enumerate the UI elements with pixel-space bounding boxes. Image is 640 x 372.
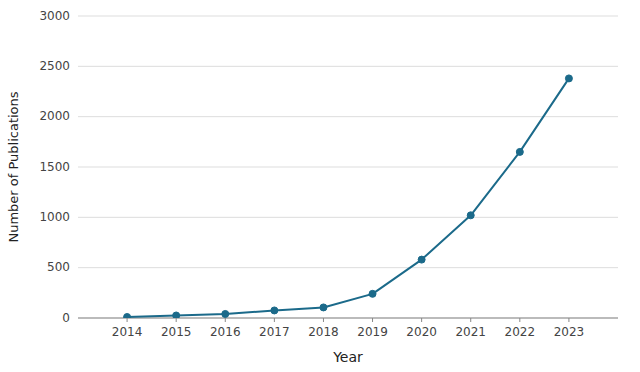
- x-tick-label: 2017: [259, 325, 290, 339]
- x-tick-label: 2021: [455, 325, 486, 339]
- data-point: [124, 313, 131, 318]
- plot-data: [124, 75, 573, 318]
- x-axis: 2014 2015 2016 2017 2018 2019 2020 2021 2022 2023: [78, 318, 618, 339]
- x-tick-mark: [225, 318, 226, 322]
- x-tick-mark: [519, 318, 520, 322]
- x-tick-mark: [421, 318, 422, 322]
- y-axis-label: Number of Publications: [6, 91, 21, 242]
- y-tick-label: 2000: [39, 109, 70, 123]
- x-axis-label: Year: [332, 349, 363, 365]
- data-point: [467, 212, 474, 219]
- x-tick-label: 2014: [112, 325, 143, 339]
- data-point: [418, 256, 425, 263]
- y-axis: 0 500 1000 1500 2000 2500 3000: [39, 9, 618, 325]
- x-tick-mark: [176, 318, 177, 322]
- data-point: [222, 310, 229, 317]
- x-tick-mark: [568, 318, 569, 322]
- x-tick-mark: [470, 318, 471, 322]
- y-grid-line: [78, 217, 618, 218]
- x-tick-mark: [372, 318, 373, 322]
- x-tick-label: 2019: [357, 325, 388, 339]
- chart-container: 0 500 1000 1500 2000 2500 3000 2014 2015 2016 2017…: [0, 0, 640, 372]
- data-point: [516, 148, 523, 155]
- y-tick-label: 0: [62, 311, 70, 325]
- data-point: [320, 304, 327, 311]
- x-tick-label: 2022: [505, 325, 536, 339]
- data-point: [369, 290, 376, 297]
- y-grid-line: [78, 116, 618, 117]
- y-tick-label: 2500: [39, 59, 70, 73]
- y-tick-label: 500: [47, 260, 70, 274]
- x-tick-mark: [127, 318, 128, 322]
- x-tick-label: 2016: [210, 325, 241, 339]
- y-tick-label: 1500: [39, 160, 70, 174]
- x-tick-label: 2020: [406, 325, 437, 339]
- x-tick-mark: [323, 318, 324, 322]
- data-point: [173, 312, 180, 318]
- x-axis-line: [78, 318, 618, 319]
- y-grid-line: [78, 318, 618, 319]
- data-point: [565, 75, 572, 82]
- y-grid-line: [78, 167, 618, 168]
- chart-svg: 0 500 1000 1500 2000 2500 3000 2014 2015 2016 2017…: [0, 0, 640, 372]
- x-tick-label: 2023: [554, 325, 585, 339]
- x-tick-mark: [274, 318, 275, 322]
- x-tick-label: 2015: [161, 325, 192, 339]
- data-point: [271, 307, 278, 314]
- y-tick-label: 1000: [39, 210, 70, 224]
- series-line: [127, 78, 569, 317]
- x-tick-label: 2018: [308, 325, 339, 339]
- y-tick-label: 3000: [39, 9, 70, 23]
- y-grid-line: [78, 267, 618, 268]
- y-grid-line: [78, 16, 618, 17]
- y-grid-line: [78, 66, 618, 67]
